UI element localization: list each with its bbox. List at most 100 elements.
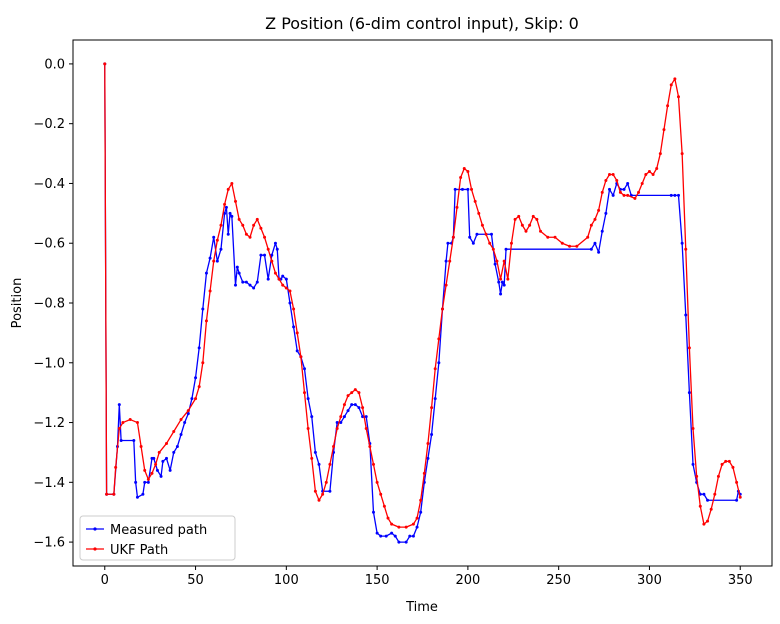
ukf-path-point (509, 241, 513, 245)
ukf-path-point (105, 492, 109, 496)
ukf-path-point (317, 498, 321, 502)
measured-path-point (194, 376, 198, 380)
ukf-path-point (433, 367, 437, 371)
ukf-path-point (277, 277, 281, 281)
measured-path-point (215, 259, 219, 263)
ukf-path-point (208, 289, 212, 293)
x-tick-label: 350 (728, 573, 753, 588)
ukf-path-point (430, 406, 434, 410)
ukf-path-point (379, 492, 383, 496)
measured-path-point (415, 525, 419, 529)
ukf-path-point (422, 471, 426, 475)
measured-path-point (146, 480, 150, 484)
measured-path-point (604, 211, 608, 215)
ukf-path-point (117, 427, 121, 431)
ukf-path-point (112, 492, 116, 496)
ukf-path-point (252, 223, 256, 227)
ukf-path-point (241, 223, 245, 227)
measured-path-point (375, 531, 379, 535)
measured-path-point (237, 271, 241, 275)
measured-path-point (252, 286, 256, 290)
measured-path-point (292, 325, 296, 329)
measured-path-point (489, 232, 493, 236)
ukf-path-point (568, 244, 572, 248)
ukf-path-point (215, 238, 219, 242)
ukf-path-point (346, 394, 350, 398)
ukf-path-point (539, 229, 543, 233)
legend-label-ukf: UKF Path (110, 543, 168, 558)
ukf-path-point (263, 235, 267, 239)
ukf-path-point (361, 406, 365, 410)
ukf-path-point (470, 187, 474, 191)
legend-marker-ukf (93, 547, 97, 551)
measured-path-point (212, 235, 216, 239)
ukf-path-point (143, 468, 147, 472)
ukf-path-point (226, 187, 230, 191)
ukf-path-point (484, 232, 488, 236)
ukf-path-point (644, 172, 648, 176)
ukf-path-point (506, 277, 510, 281)
ukf-path-point (611, 172, 615, 176)
measured-path-point (361, 415, 365, 419)
measured-path-point (226, 232, 230, 236)
ukf-path-point (531, 214, 535, 218)
ukf-path-point (528, 223, 532, 227)
measured-path-point (342, 415, 346, 419)
measured-path-point (273, 241, 277, 245)
ukf-path-point (480, 223, 484, 227)
ukf-path-point (640, 181, 644, 185)
ukf-path-point (357, 391, 361, 395)
ukf-path-point (615, 178, 619, 182)
ukf-path-point (237, 217, 241, 221)
ukf-path-point (371, 462, 375, 466)
measured-path-point (313, 450, 317, 454)
ukf-path-point (626, 193, 630, 197)
measured-path-point (364, 415, 368, 419)
ukf-path-point (390, 522, 394, 526)
ukf-path-point (462, 167, 466, 171)
ukf-path-point (135, 421, 139, 425)
ukf-path-point (608, 172, 612, 176)
ukf-path-point (440, 307, 444, 311)
measured-path-point (132, 438, 136, 442)
measured-path-point (295, 349, 299, 353)
y-tick-label: −0.2 (33, 117, 65, 132)
measured-path-point (117, 403, 121, 407)
legend-marker-measured (93, 527, 97, 531)
measured-path-point (350, 403, 354, 407)
measured-path-point (208, 256, 212, 260)
ukf-path-point (466, 170, 470, 173)
ukf-path-point (204, 319, 208, 323)
measured-path-point (263, 253, 267, 257)
measured-path-point (134, 480, 138, 484)
ukf-path-point (157, 450, 161, 454)
ukf-path-point (535, 217, 539, 221)
ukf-path-point (677, 95, 680, 99)
measured-path-point (371, 510, 375, 514)
measured-path-point (241, 280, 245, 284)
plot-area (103, 62, 742, 544)
ukf-path-point (128, 418, 132, 422)
ukf-path-point (499, 277, 503, 281)
measured-path-point (186, 412, 190, 416)
ukf-path-point (724, 459, 728, 463)
measured-path-point (346, 409, 350, 413)
ukf-path-point (560, 241, 564, 245)
ukf-path-point (695, 474, 699, 478)
ukf-path-point (415, 516, 419, 520)
ukf-path-point (451, 235, 455, 239)
ukf-path-point (513, 217, 517, 221)
ukf-path-point (448, 259, 452, 263)
ukf-path-point (150, 471, 154, 475)
ukf-path-point (684, 247, 688, 251)
measured-path-point (677, 193, 680, 197)
ukf-path-point (288, 289, 292, 293)
ukf-path-point (495, 259, 499, 263)
measured-path-point (201, 307, 205, 311)
chart-title: Z Position (6-dim control input), Skip: … (265, 14, 579, 33)
ukf-path-point (698, 504, 702, 508)
ukf-path-point (219, 223, 223, 227)
ukf-path-point (292, 307, 296, 311)
ukf-path-point (364, 427, 368, 431)
measured-path-point (433, 397, 437, 401)
